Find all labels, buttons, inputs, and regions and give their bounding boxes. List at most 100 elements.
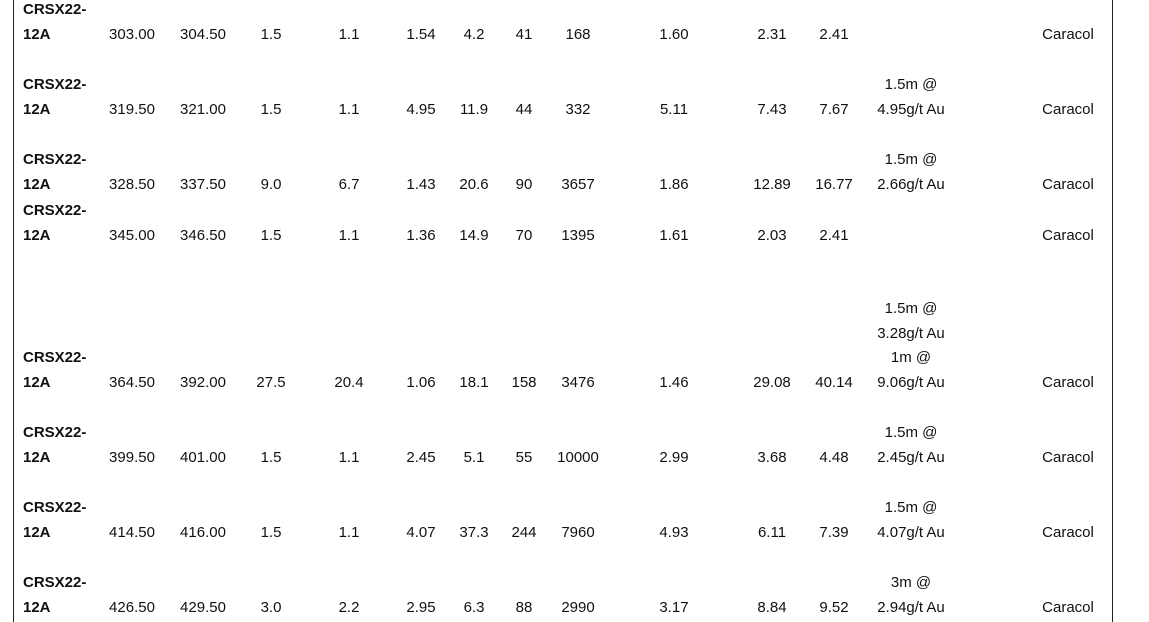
intercept-note: 1.5m @ 2.45g/t Au xyxy=(877,424,945,466)
c6-cell: 6.3 xyxy=(463,598,485,616)
table-row: CRSX22-12A 303.00 304.50 1.5 1.1 1.54 4.2 41 168… xyxy=(0,0,1149,47)
to-cell: 416.00 xyxy=(180,523,226,541)
hole-id-cell: CRSX22-12A xyxy=(23,76,87,118)
to-cell: 346.50 xyxy=(180,226,226,244)
c11-cell: 2.41 xyxy=(819,226,849,244)
to-cell: 392.00 xyxy=(180,373,226,391)
c3-cell: 1.5 xyxy=(260,25,282,43)
c9-cell: 1.61 xyxy=(659,226,689,244)
c7-cell: 90 xyxy=(515,175,533,193)
c10-cell: 7.43 xyxy=(757,100,787,118)
c6-cell: 4.2 xyxy=(463,25,485,43)
c9-cell: 5.11 xyxy=(659,100,689,118)
intercept-note: 1.5m @ 4.95g/t Au xyxy=(877,76,945,118)
c8-cell: 332 xyxy=(565,100,591,118)
c11-cell: 16.77 xyxy=(815,175,853,193)
c8-cell: 10000 xyxy=(557,448,599,466)
table-frame xyxy=(13,0,1113,622)
c7-cell: 55 xyxy=(515,448,533,466)
c6-cell: 5.1 xyxy=(463,448,485,466)
from-cell: 328.50 xyxy=(109,175,155,193)
c3-cell: 1.5 xyxy=(260,100,282,118)
c6-cell: 11.9 xyxy=(459,100,489,118)
c9-cell: 2.99 xyxy=(659,448,689,466)
c11-cell: 7.67 xyxy=(819,100,849,118)
area-cell: Caracol xyxy=(1042,226,1094,244)
c11-cell: 40.14 xyxy=(815,373,853,391)
area-cell: Caracol xyxy=(1042,373,1094,391)
c4-cell: 1.1 xyxy=(338,25,360,43)
c10-cell: 12.89 xyxy=(753,175,791,193)
hole-id-cell: CRSX22-12A xyxy=(23,574,87,616)
to-cell: 337.50 xyxy=(180,175,226,193)
c5-cell: 2.45 xyxy=(406,448,436,466)
c8-cell: 3476 xyxy=(561,373,595,391)
table-row: CRSX22-12A 399.50 401.00 1.5 1.1 2.45 5.1 55 100… xyxy=(23,421,1094,470)
hole-id-cell: CRSX22-12A xyxy=(23,349,87,391)
c10-cell: 8.84 xyxy=(757,598,787,616)
c7-cell: 88 xyxy=(515,598,533,616)
intercept-note-cell: 1.5m @ 4.07g/t Au xyxy=(875,496,947,545)
intercept-note: 3m @ 2.94g/t Au xyxy=(877,574,945,616)
from-cell: 364.50 xyxy=(109,373,155,391)
c11-cell: 9.52 xyxy=(819,598,849,616)
c6-cell: 20.6 xyxy=(459,175,489,193)
table-row: CRSX22-12A 364.50 392.00 27.5 20.4 1.06 18.1 15… xyxy=(23,300,1094,391)
hole-id-cell: CRSX22-12A xyxy=(23,424,87,466)
c11-cell: 4.48 xyxy=(819,448,849,466)
c3-cell: 27.5 xyxy=(256,373,286,391)
c8-cell: 2990 xyxy=(561,598,595,616)
intercept-note-cell: 1.5m @ 2.45g/t Au xyxy=(875,421,947,470)
c7-cell: 158 xyxy=(511,373,537,391)
c4-cell: 1.1 xyxy=(338,226,360,244)
c3-cell: 1.5 xyxy=(260,448,282,466)
area-cell: Caracol xyxy=(1042,598,1094,616)
c3-cell: 1.5 xyxy=(260,226,282,244)
intercept-note-cell: 3m @ 2.94g/t Au xyxy=(875,571,947,620)
c7-cell: 70 xyxy=(515,226,533,244)
c3-cell: 9.0 xyxy=(260,175,282,193)
c4-cell: 2.2 xyxy=(338,598,360,616)
c10-cell: 29.08 xyxy=(753,373,791,391)
c9-cell: 4.93 xyxy=(659,523,689,541)
c8-cell: 1395 xyxy=(561,226,595,244)
to-cell: 304.50 xyxy=(180,25,226,43)
c10-cell: 6.11 xyxy=(757,523,787,541)
area-cell: Caracol xyxy=(1042,25,1094,43)
c8-cell: 7960 xyxy=(561,523,595,541)
hole-id-cell: CRSX22-12A xyxy=(23,151,87,193)
from-cell: 303.00 xyxy=(109,25,155,43)
c11-cell: 2.41 xyxy=(819,25,849,43)
table-row: CRSX22-12A 345.00 346.50 1.5 1.1 1.36 14.9 70 13… xyxy=(0,0,1149,248)
area-cell: Caracol xyxy=(1042,448,1094,466)
c11-cell: 7.39 xyxy=(819,523,849,541)
c9-cell: 1.60 xyxy=(659,25,689,43)
intercept-note: 1.5m @ 3.28g/t Au xyxy=(877,300,945,342)
c5-cell: 4.95 xyxy=(406,100,436,118)
c7-cell: 244 xyxy=(511,523,537,541)
c10-cell: 3.68 xyxy=(757,448,787,466)
c5-cell: 1.06 xyxy=(406,373,436,391)
c6-cell: 18.1 xyxy=(459,373,489,391)
area-cell: Caracol xyxy=(1042,100,1094,118)
to-cell: 401.00 xyxy=(180,448,226,466)
area-cell: Caracol xyxy=(1042,175,1094,193)
c8-cell: 168 xyxy=(565,25,591,43)
from-cell: 399.50 xyxy=(109,448,155,466)
c3-cell: 1.5 xyxy=(260,523,282,541)
to-cell: 321.00 xyxy=(180,100,226,118)
c7-cell: 41 xyxy=(515,25,533,43)
c5-cell: 4.07 xyxy=(406,523,436,541)
c6-cell: 37.3 xyxy=(459,523,489,541)
from-cell: 345.00 xyxy=(109,226,155,244)
hole-id-cell: CRSX22-12A xyxy=(23,202,87,244)
table-row: CRSX22-12A 414.50 416.00 1.5 1.1 4.07 37.3 244 7… xyxy=(23,496,1094,545)
c4-cell: 1.1 xyxy=(338,100,360,118)
intercept-note: 1.5m @ 4.07g/t Au xyxy=(877,499,945,541)
intercept-note-cell: 1.5m @ 2.66g/t Au xyxy=(875,148,947,197)
intercept-note: 1.5m @ 2.66g/t Au xyxy=(877,151,945,193)
hole-id-cell: CRSX22-12A xyxy=(23,499,87,541)
c9-cell: 1.46 xyxy=(659,373,689,391)
c9-cell: 1.86 xyxy=(659,175,689,193)
